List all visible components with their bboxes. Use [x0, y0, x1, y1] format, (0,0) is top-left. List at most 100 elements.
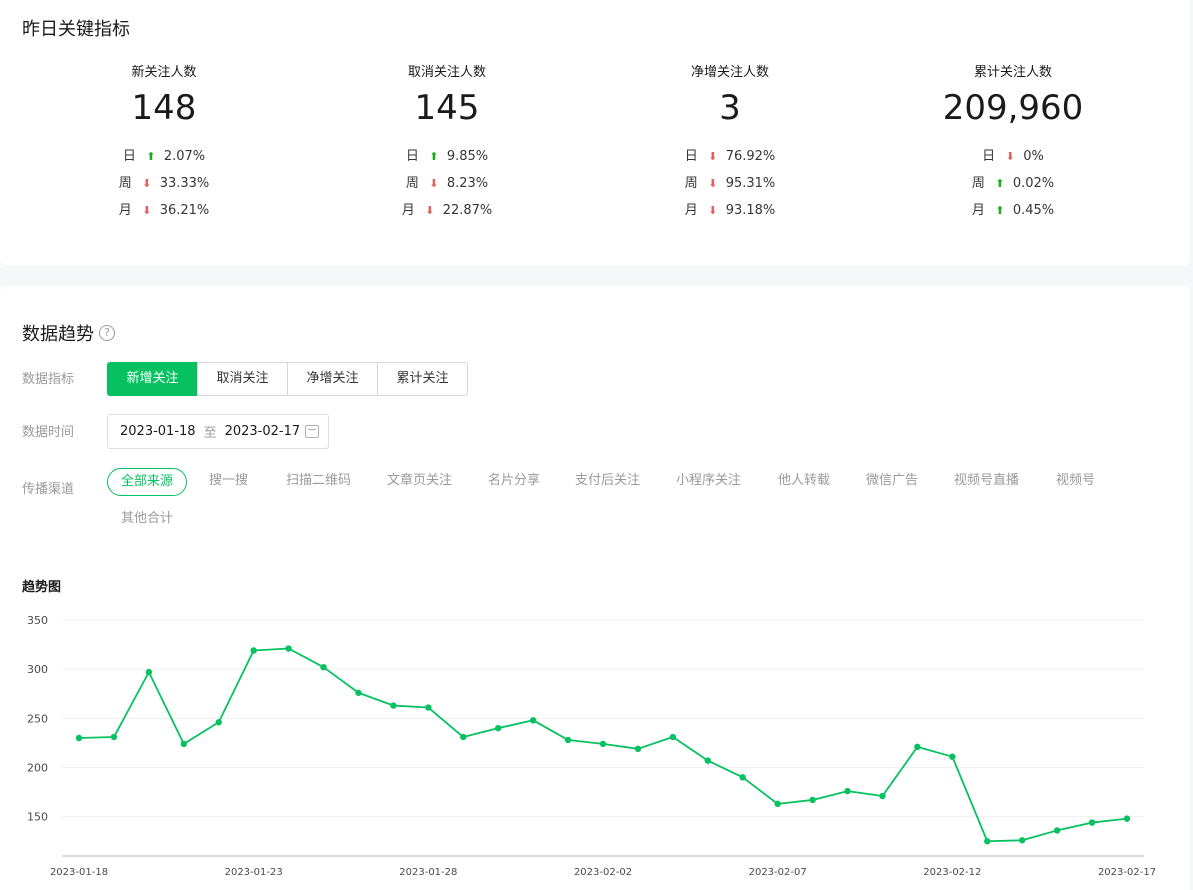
metric-tab-0[interactable]: 新增关注	[107, 362, 198, 396]
channel-9[interactable]: 视频号直播	[954, 473, 1020, 488]
data-point	[879, 792, 886, 800]
data-point	[1053, 827, 1061, 834]
metric-label: 取消关注人数	[407, 65, 486, 80]
change-period: 月	[401, 203, 415, 218]
metric-change-row: 日 ⬆ 2.07%	[44, 143, 284, 170]
x-tick-label: 2023-02-02	[574, 867, 632, 878]
x-tick-label: 2023-02-07	[749, 867, 807, 878]
channel-8[interactable]: 微信广告	[866, 473, 919, 488]
arrow-down-icon: ⬇	[142, 204, 152, 217]
change-period: 周	[684, 176, 698, 191]
data-point	[180, 740, 187, 748]
data-point	[425, 704, 432, 711]
change-percent: 33.33%	[159, 176, 210, 191]
channel-0[interactable]: 全部来源	[107, 468, 188, 496]
change-percent: 93.18%	[725, 203, 776, 218]
y-tick-label: 250	[27, 712, 48, 725]
change-percent: 36.21%	[159, 203, 210, 218]
data-point	[984, 838, 991, 845]
change-period: 日	[684, 149, 698, 164]
data-point	[110, 733, 118, 741]
metric-change-row: 月 ⬇ 93.18%	[610, 197, 850, 224]
channel-6[interactable]: 小程序关注	[676, 473, 742, 488]
arrow-up-icon: ⬆	[995, 177, 1005, 190]
change-percent: 0.02%	[1012, 176, 1055, 191]
change-percent: 22.87%	[442, 203, 493, 218]
change-percent: 9.85%	[446, 149, 489, 164]
metric-change-row: 日 ⬇ 0%	[893, 143, 1133, 170]
channel-5[interactable]: 支付后关注	[575, 473, 641, 488]
key-metrics-card: 昨日关键指标 新关注人数 148 日 ⬆ 2.07% 周 ⬇ 33.33% 月 ⬇ 36.21% 取消…	[0, 0, 1190, 265]
metric-2: 净增关注人数 3 日 ⬇ 76.92% 周 ⬇ 95.31% 月 ⬇ 93.18%	[610, 64, 850, 224]
metric-value: 145	[414, 88, 480, 128]
arrow-down-icon: ⬇	[708, 177, 718, 190]
data-point	[145, 668, 153, 676]
arrow-up-icon: ⬆	[146, 150, 156, 163]
data-point	[250, 647, 257, 654]
channel-7[interactable]: 他人转载	[778, 473, 831, 488]
channel-10[interactable]: 视频号	[1056, 473, 1096, 488]
y-tick-label: 300	[27, 663, 48, 676]
x-tick-label: 2023-01-18	[50, 867, 108, 878]
data-point	[739, 774, 746, 781]
data-point	[75, 734, 83, 742]
date-range-picker[interactable]: 2023-01-18 至 2023-02-17	[107, 414, 329, 449]
metric-change-row: 日 ⬆ 9.85%	[327, 143, 567, 170]
data-point	[285, 645, 292, 652]
question-circle-icon[interactable]: ?	[99, 325, 115, 341]
channel-11[interactable]: 其他合计	[121, 511, 174, 526]
metric-0: 新关注人数 148 日 ⬆ 2.07% 周 ⬇ 33.33% 月 ⬇ 36.21%	[44, 64, 284, 224]
calendar-icon[interactable]	[305, 425, 319, 438]
y-tick-label: 150	[27, 811, 48, 824]
x-tick-label: 2023-02-17	[1098, 867, 1156, 878]
metric-tab-3[interactable]: 累计关注	[377, 362, 468, 396]
metric-change-row: 周 ⬇ 8.23%	[327, 170, 567, 197]
trend-title-text: 数据趋势	[22, 324, 94, 345]
metric-change-row: 月 ⬇ 36.21%	[44, 197, 284, 224]
metric-change-row: 周 ⬇ 95.31%	[610, 170, 850, 197]
change-period: 月	[684, 203, 698, 218]
change-percent: 8.23%	[446, 176, 489, 191]
channel-2[interactable]: 扫描二维码	[286, 473, 352, 488]
change-percent: 2.07%	[163, 149, 206, 164]
change-period: 日	[122, 149, 136, 164]
metric-label: 新关注人数	[131, 65, 197, 80]
data-point	[949, 753, 956, 760]
chart-title: 趋势图	[22, 580, 62, 595]
change-period: 周	[405, 176, 419, 191]
data-point	[774, 800, 781, 808]
data-point	[1123, 815, 1131, 822]
data-point	[634, 745, 642, 753]
change-period: 日	[405, 149, 419, 164]
change-period: 周	[118, 176, 132, 191]
date-start: 2023-01-18	[120, 424, 196, 439]
x-tick-label: 2023-01-28	[399, 867, 457, 878]
change-percent: 0%	[1023, 149, 1044, 164]
data-point	[529, 717, 537, 724]
y-tick-label: 350	[27, 614, 48, 627]
metric-3: 累计关注人数 209,960 日 ⬇ 0% 周 ⬆ 0.02% 月 ⬆ 0.45%	[893, 64, 1133, 224]
channel-4[interactable]: 名片分享	[488, 473, 541, 488]
metric-tab-1[interactable]: 取消关注	[197, 362, 288, 396]
trend-title: 数据趋势 ?	[22, 320, 115, 346]
arrow-down-icon: ⬇	[1005, 150, 1015, 163]
date-separator: 至	[203, 426, 217, 441]
arrow-up-icon: ⬆	[429, 150, 439, 163]
channel-3[interactable]: 文章页关注	[387, 473, 453, 488]
x-tick-label: 2023-02-12	[923, 867, 981, 878]
data-point	[390, 702, 397, 709]
arrow-down-icon: ⬇	[142, 177, 152, 190]
date-end: 2023-02-17	[224, 424, 301, 439]
metric-tab-2[interactable]: 净增关注	[287, 362, 378, 396]
metric-change-row: 周 ⬇ 33.33%	[44, 170, 284, 197]
key-metrics-title: 昨日关键指标	[22, 19, 130, 40]
data-point	[355, 689, 362, 696]
channel-1[interactable]: 搜一搜	[209, 473, 249, 488]
data-point	[320, 664, 327, 671]
arrow-up-icon: ⬆	[995, 204, 1005, 217]
change-period: 日	[982, 149, 996, 164]
data-point	[669, 733, 677, 741]
metric-label: 累计关注人数	[973, 65, 1052, 80]
data-point	[844, 787, 851, 795]
metric-filter-label: 数据指标	[22, 372, 75, 387]
